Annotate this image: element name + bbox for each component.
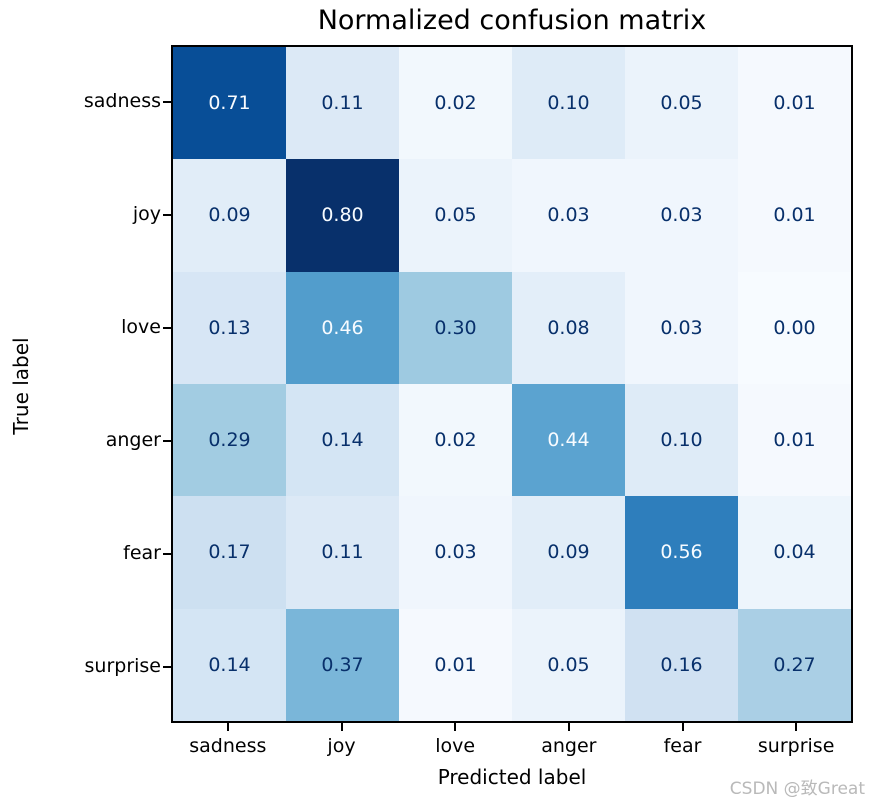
y-tick-mark (163, 100, 171, 103)
x-tick-label: love (435, 735, 476, 757)
heatmap-cell: 0.71 (173, 47, 286, 160)
y-tick-mark (163, 665, 171, 668)
heatmap-cell: 0.00 (738, 271, 851, 384)
chart-title: Normalized confusion matrix (317, 5, 707, 36)
heatmap-cell: 0.17 (173, 496, 286, 609)
watermark: CSDN @致Great (729, 779, 865, 799)
heatmap-cell: 0.10 (625, 384, 738, 497)
heatmap-cell: 0.14 (286, 384, 399, 497)
x-tick-mark (681, 723, 684, 731)
heatmap-cell: 0.09 (173, 159, 286, 272)
heatmap-cell: 0.05 (625, 47, 738, 160)
y-tick-mark (163, 213, 171, 216)
heatmap-cell: 0.03 (512, 159, 625, 272)
heatmap-cell: 0.46 (286, 271, 399, 384)
heatmap-cell: 0.80 (286, 159, 399, 272)
heatmap-cell: 0.11 (286, 47, 399, 160)
heatmap-cell: 0.10 (512, 47, 625, 160)
heatmap-cell: 0.09 (512, 496, 625, 609)
y-tick-label: anger (105, 428, 161, 451)
heatmap-cell: 0.27 (738, 608, 851, 721)
heatmap-cell: 0.01 (738, 159, 851, 272)
heatmap-cell: 0.03 (625, 271, 738, 384)
y-tick-label: sadness (83, 89, 161, 112)
y-tick-mark (163, 439, 171, 442)
heatmap-cell: 0.01 (738, 384, 851, 497)
y-tick-mark (163, 326, 171, 329)
x-axis-title: Predicted label (437, 765, 587, 789)
x-tick-mark (795, 723, 798, 731)
heatmap-cell: 0.03 (399, 496, 512, 609)
heatmap-cell: 0.08 (512, 271, 625, 384)
heatmap-cell: 0.01 (738, 47, 851, 160)
heatmap-cell: 0.44 (512, 384, 625, 497)
heatmap-cell: 0.01 (399, 608, 512, 721)
y-tick-label: love (121, 315, 161, 338)
heatmap-cell: 0.56 (625, 496, 738, 609)
heatmap-cell: 0.14 (173, 608, 286, 721)
heatmap-cell: 0.37 (286, 608, 399, 721)
x-tick-label: joy (327, 735, 356, 757)
x-tick-label: anger (541, 735, 597, 757)
heatmap-cell: 0.02 (399, 47, 512, 160)
heatmap-cell: 0.03 (625, 159, 738, 272)
heatmap-cell: 0.02 (399, 384, 512, 497)
x-tick-label: sadness (189, 735, 267, 757)
y-tick-mark (163, 552, 171, 555)
heatmap-cell: 0.11 (286, 496, 399, 609)
y-tick-label: joy (132, 202, 161, 225)
heatmap-cell: 0.30 (399, 271, 512, 384)
heatmap-cell: 0.05 (399, 159, 512, 272)
x-tick-label: fear (663, 735, 702, 757)
heatmap-plot-area: 0.71 0.11 0.02 0.10 0.05 0.01 0.09 0.80 0.05 0.03… (171, 45, 853, 723)
x-tick-label: surprise (757, 735, 835, 757)
heatmap-cell: 0.13 (173, 271, 286, 384)
heatmap-cell: 0.16 (625, 608, 738, 721)
x-tick-mark (454, 723, 457, 731)
y-tick-label: surprise (84, 654, 162, 677)
y-tick-label: fear (123, 541, 161, 564)
heatmap-cell: 0.04 (738, 496, 851, 609)
heatmap-cell: 0.29 (173, 384, 286, 497)
x-tick-mark (340, 723, 343, 731)
heatmap-cell: 0.05 (512, 608, 625, 721)
x-tick-mark (226, 723, 229, 731)
x-tick-mark (567, 723, 570, 731)
